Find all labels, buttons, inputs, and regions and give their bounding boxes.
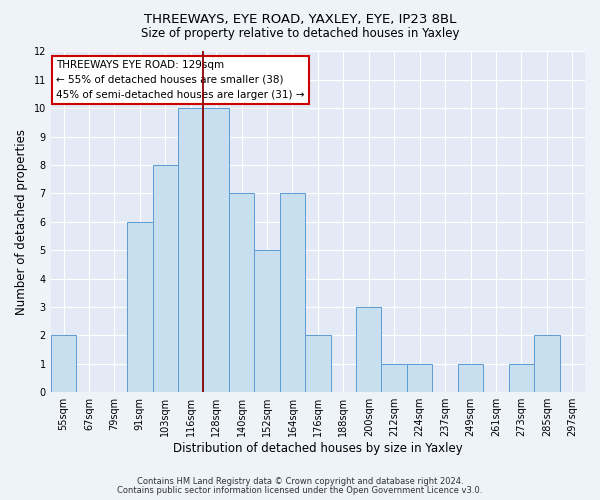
Text: Size of property relative to detached houses in Yaxley: Size of property relative to detached ho… <box>141 28 459 40</box>
Text: Contains public sector information licensed under the Open Government Licence v3: Contains public sector information licen… <box>118 486 482 495</box>
Bar <box>407 364 433 392</box>
Bar <box>152 165 178 392</box>
Text: THREEWAYS, EYE ROAD, YAXLEY, EYE, IP23 8BL: THREEWAYS, EYE ROAD, YAXLEY, EYE, IP23 8… <box>144 12 456 26</box>
Bar <box>203 108 229 392</box>
Bar <box>280 194 305 392</box>
X-axis label: Distribution of detached houses by size in Yaxley: Distribution of detached houses by size … <box>173 442 463 455</box>
Bar <box>127 222 152 392</box>
Bar <box>305 336 331 392</box>
Bar <box>51 336 76 392</box>
Bar <box>534 336 560 392</box>
Bar <box>229 194 254 392</box>
Bar <box>509 364 534 392</box>
Bar <box>382 364 407 392</box>
Bar <box>458 364 483 392</box>
Y-axis label: Number of detached properties: Number of detached properties <box>15 129 28 315</box>
Text: Contains HM Land Registry data © Crown copyright and database right 2024.: Contains HM Land Registry data © Crown c… <box>137 477 463 486</box>
Bar <box>254 250 280 392</box>
Text: THREEWAYS EYE ROAD: 129sqm
← 55% of detached houses are smaller (38)
45% of semi: THREEWAYS EYE ROAD: 129sqm ← 55% of deta… <box>56 60 305 100</box>
Bar <box>178 108 203 392</box>
Bar <box>356 307 382 392</box>
